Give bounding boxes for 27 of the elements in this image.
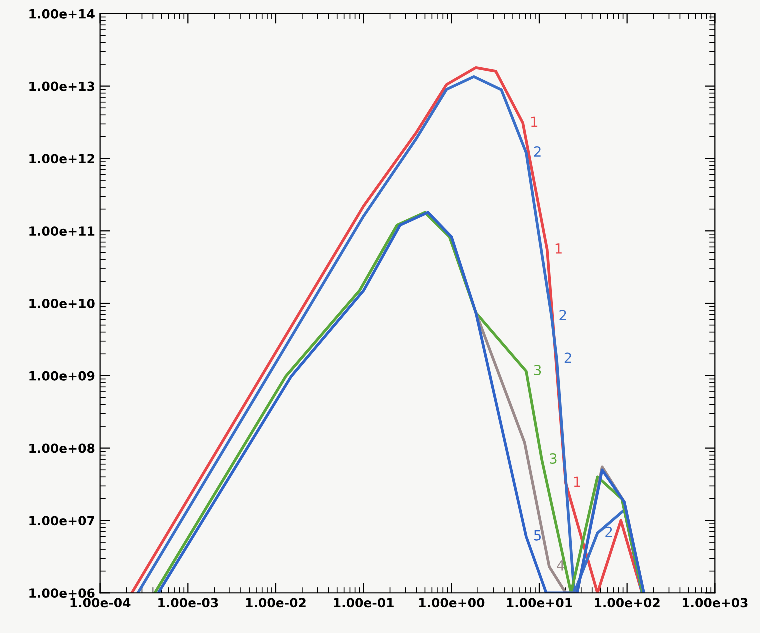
series-label: 1	[574, 476, 580, 488]
y-tick-label: 1.00e+11	[30, 226, 95, 236]
y-tick-label: 1.00e+10	[30, 298, 95, 308]
series-label: 3	[550, 454, 557, 464]
series-label: 2	[606, 526, 612, 538]
y-tick-label: 1.00e+13	[30, 82, 94, 92]
y-tick-label: 1.00e+14	[30, 9, 95, 19]
x-tick-label: 1.00e-03	[158, 598, 218, 608]
text: 2	[534, 146, 541, 157]
text: 2	[560, 310, 566, 320]
x-tick-label: 1.00e-04	[70, 598, 131, 608]
text: 1	[556, 244, 562, 254]
series-label: 5	[534, 530, 541, 541]
x-tick-label: 1.00e+03	[682, 598, 748, 608]
y-tick-label: 1.00e+09	[30, 371, 95, 381]
x-tick-label: 1.00e+01	[507, 598, 572, 608]
x-tick-label: 1.00e-01	[334, 598, 394, 608]
text: 1	[532, 116, 538, 127]
x-tick-label: 1.00e-02	[246, 598, 306, 608]
text: 2	[564, 352, 572, 364]
y-tick-label: 1.00e+12	[30, 154, 94, 164]
y-tick-label: 1.00e+08	[30, 444, 95, 454]
x-tick-label: 1.00e+00	[419, 598, 485, 608]
x-tick-label: 1.00e+02	[595, 598, 660, 608]
text: 3	[534, 365, 542, 376]
y-tick-label: 1.00e+07	[30, 516, 94, 526]
y-tick-label: 1.00e+06	[30, 588, 95, 598]
